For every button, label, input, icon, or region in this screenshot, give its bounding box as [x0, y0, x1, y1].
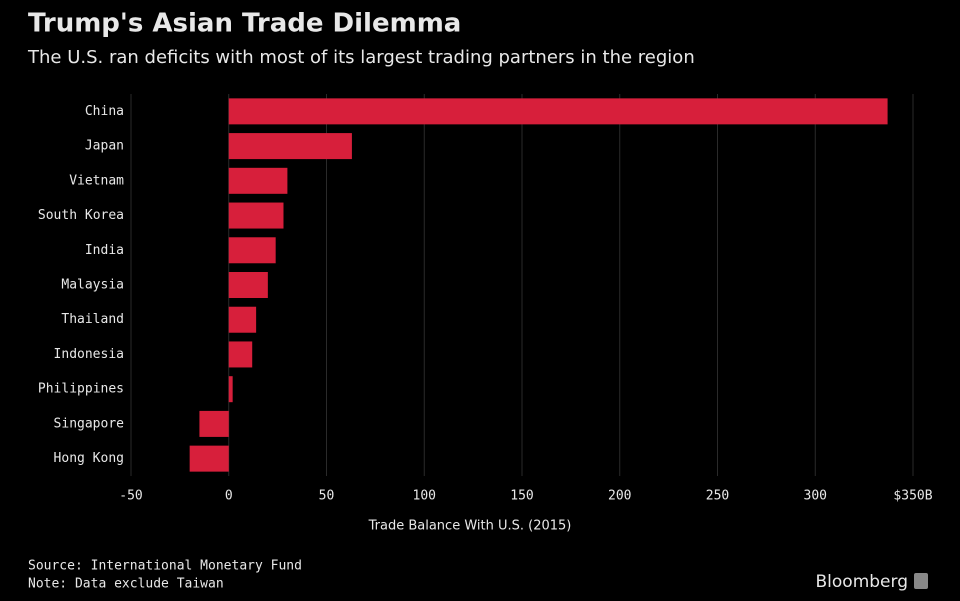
y-tick-label: Indonesia: [54, 347, 124, 362]
bar: [228, 202, 284, 229]
bar: [199, 410, 229, 437]
chart-title: Trump's Asian Trade Dilemma: [28, 9, 461, 39]
y-tick-label: Philippines: [38, 382, 124, 397]
y-tick-label: Vietnam: [69, 173, 124, 188]
chart-subtitle: The U.S. ran deficits with most of its l…: [27, 47, 695, 68]
x-tick-label: 150: [510, 489, 533, 504]
logo-icon: [914, 573, 928, 589]
y-tick-label: India: [85, 243, 124, 258]
x-tick-label: 0: [225, 489, 233, 504]
note: Note: Data exclude Taiwan: [28, 577, 224, 592]
y-tick-label: Japan: [85, 139, 124, 154]
y-tick-label: Singapore: [54, 416, 125, 431]
bar: [228, 306, 257, 333]
bar: [228, 237, 276, 264]
bar: [228, 133, 352, 160]
x-tick-label: 100: [413, 489, 436, 504]
x-tick-label: 250: [706, 489, 729, 504]
bar: [228, 376, 233, 403]
y-tick-label: Malaysia: [61, 278, 124, 293]
y-tick-label: South Korea: [38, 208, 124, 223]
y-tick-label: China: [85, 104, 124, 119]
x-tick-label: 300: [804, 489, 827, 504]
bar: [228, 272, 268, 298]
x-tick-label: $350B: [893, 489, 932, 504]
x-tick-label: 200: [608, 489, 631, 504]
bar: [228, 98, 888, 125]
source: Source: International Monetary Fund: [28, 559, 302, 574]
bar: [189, 445, 229, 472]
y-tick-label: Hong Kong: [54, 451, 124, 466]
x-tick-label: -50: [119, 489, 142, 504]
bar: [228, 167, 288, 194]
x-tick-label: 50: [319, 489, 335, 504]
x-axis-label: Trade Balance With U.S. (2015): [368, 519, 572, 534]
credit: Bloomberg: [816, 572, 908, 592]
y-tick-label: Thailand: [61, 312, 124, 327]
bar: [228, 341, 253, 368]
